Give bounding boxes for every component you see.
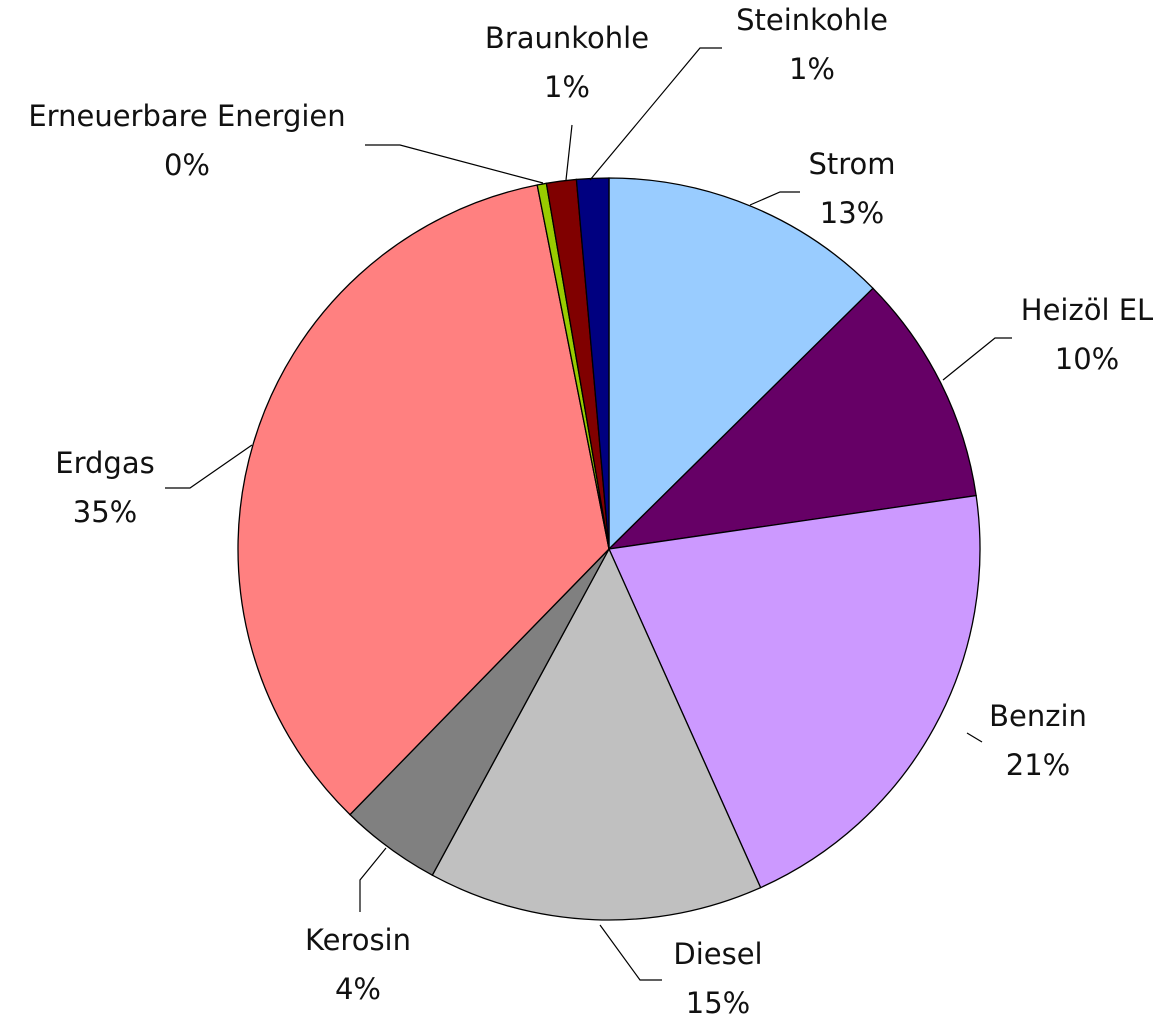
slice-label: Steinkohle — [736, 3, 888, 37]
slice-label: Strom — [808, 147, 895, 181]
slice-value-label: 10% — [1055, 342, 1119, 376]
slice-label: Kerosin — [305, 923, 411, 957]
leader-line — [599, 924, 662, 981]
slice-label: Erdgas — [55, 446, 154, 480]
leader-line — [589, 47, 722, 181]
slice-value-label: 35% — [73, 495, 137, 529]
slice-value-label: 0% — [164, 148, 210, 182]
slice-label: Diesel — [673, 937, 762, 971]
slice-label: Braunkohle — [485, 21, 649, 55]
pie-slice — [431, 547, 762, 921]
leader-line — [942, 337, 1012, 381]
leader-line — [966, 732, 983, 743]
pie-slice — [608, 177, 874, 551]
slice-value-label: 21% — [1006, 748, 1070, 782]
pie-slice — [575, 177, 610, 550]
leader-line — [165, 444, 253, 489]
pie-slice — [237, 184, 610, 816]
slice-label: Heizöl EL — [1021, 293, 1153, 327]
slice-value-label: 13% — [820, 196, 884, 230]
leader-line — [749, 191, 800, 206]
pie-slice — [608, 494, 981, 889]
leader-line — [565, 124, 573, 181]
leader-line — [365, 144, 544, 184]
pie-slice — [607, 287, 977, 550]
slice-label: Benzin — [989, 699, 1087, 733]
slice-value-label: 1% — [544, 70, 590, 104]
slice-value-label: 1% — [789, 52, 835, 86]
slice-value-label: 4% — [335, 972, 381, 1006]
slice-value-label: 15% — [686, 986, 750, 1020]
slice-label: Erneuerbare Energien — [28, 99, 345, 133]
leader-line — [359, 847, 387, 912]
